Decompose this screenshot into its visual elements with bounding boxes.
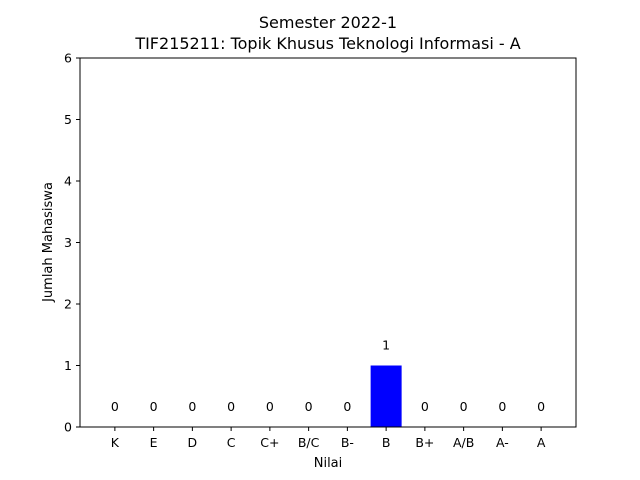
plot-area: 0 0 0 0 0 0 0 1 0 0 0 0 0 1 2 3 4 5 6 K E D C C+ B/C B- B B+ A/B A- A: [64, 51, 577, 450]
data-label-11: 0: [537, 399, 545, 414]
y-axis-label: Jumlah Mahasiswa: [41, 182, 56, 303]
x-tick-label-2: D: [188, 435, 198, 450]
bar-7: [370, 365, 402, 427]
x-tick-label-1: E: [150, 435, 158, 450]
x-tick-label-11: A: [537, 435, 546, 450]
x-tick-label-5: B/C: [298, 435, 320, 450]
data-label-1: 0: [150, 399, 158, 414]
data-label-9: 0: [460, 399, 468, 414]
y-tick-label-2: 2: [64, 297, 72, 312]
x-tick-label-7: B: [382, 435, 391, 450]
x-tick-label-9: A/B: [453, 435, 474, 450]
x-tick-label-3: C: [227, 435, 236, 450]
x-tick-label-6: B-: [341, 435, 354, 450]
data-label-10: 0: [498, 399, 506, 414]
y-tick-label-5: 5: [64, 112, 72, 127]
data-label-8: 0: [421, 399, 429, 414]
x-tick-label-4: C+: [260, 435, 279, 450]
y-tick-label-0: 0: [64, 420, 72, 435]
x-axis-label: Nilai: [314, 456, 343, 471]
data-label-5: 0: [305, 399, 313, 414]
data-label-7: 1: [382, 338, 390, 353]
y-tick-label-6: 6: [64, 51, 72, 66]
chart-title: Semester 2022-1: [259, 13, 397, 32]
data-label-2: 0: [188, 399, 196, 414]
x-tick-label-10: A-: [496, 435, 509, 450]
plot-frame: [79, 57, 577, 428]
x-tick-label-0: K: [111, 435, 120, 450]
y-tick-label-3: 3: [64, 235, 72, 250]
x-tick-label-8: B+: [415, 435, 434, 450]
data-label-3: 0: [227, 399, 235, 414]
data-label-4: 0: [266, 399, 274, 414]
y-tick-label-1: 1: [64, 358, 72, 373]
chart-subtitle: TIF215211: Topik Khusus Teknologi Inform…: [134, 34, 520, 53]
data-label-6: 0: [343, 399, 351, 414]
y-tick-label-4: 4: [64, 174, 72, 189]
data-label-0: 0: [111, 399, 119, 414]
